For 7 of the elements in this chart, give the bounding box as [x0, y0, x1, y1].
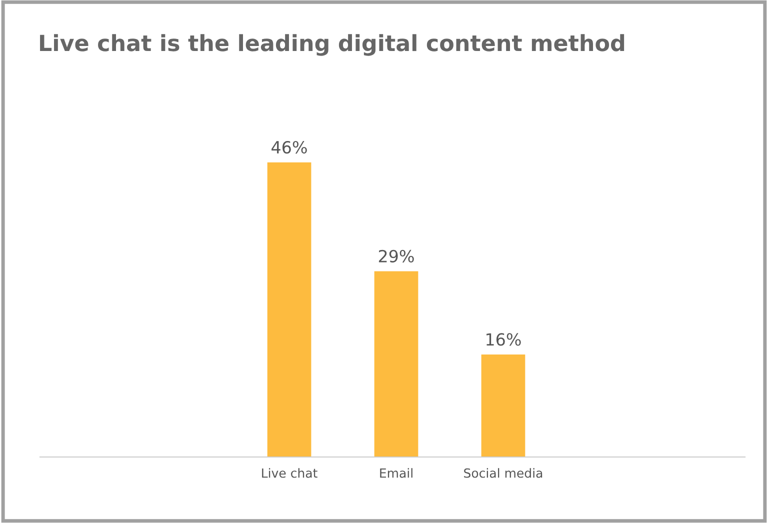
- data-label: 29%: [378, 250, 414, 262]
- x-tick-label: Social media: [464, 468, 542, 478]
- x-tick-label: Email: [380, 468, 412, 478]
- x-tick-label: Live chat: [262, 468, 318, 478]
- chart-title: Live chat is the leading digital content method: [40, 34, 624, 56]
- data-label: 16%: [486, 333, 521, 346]
- data-label: 46%: [272, 140, 307, 154]
